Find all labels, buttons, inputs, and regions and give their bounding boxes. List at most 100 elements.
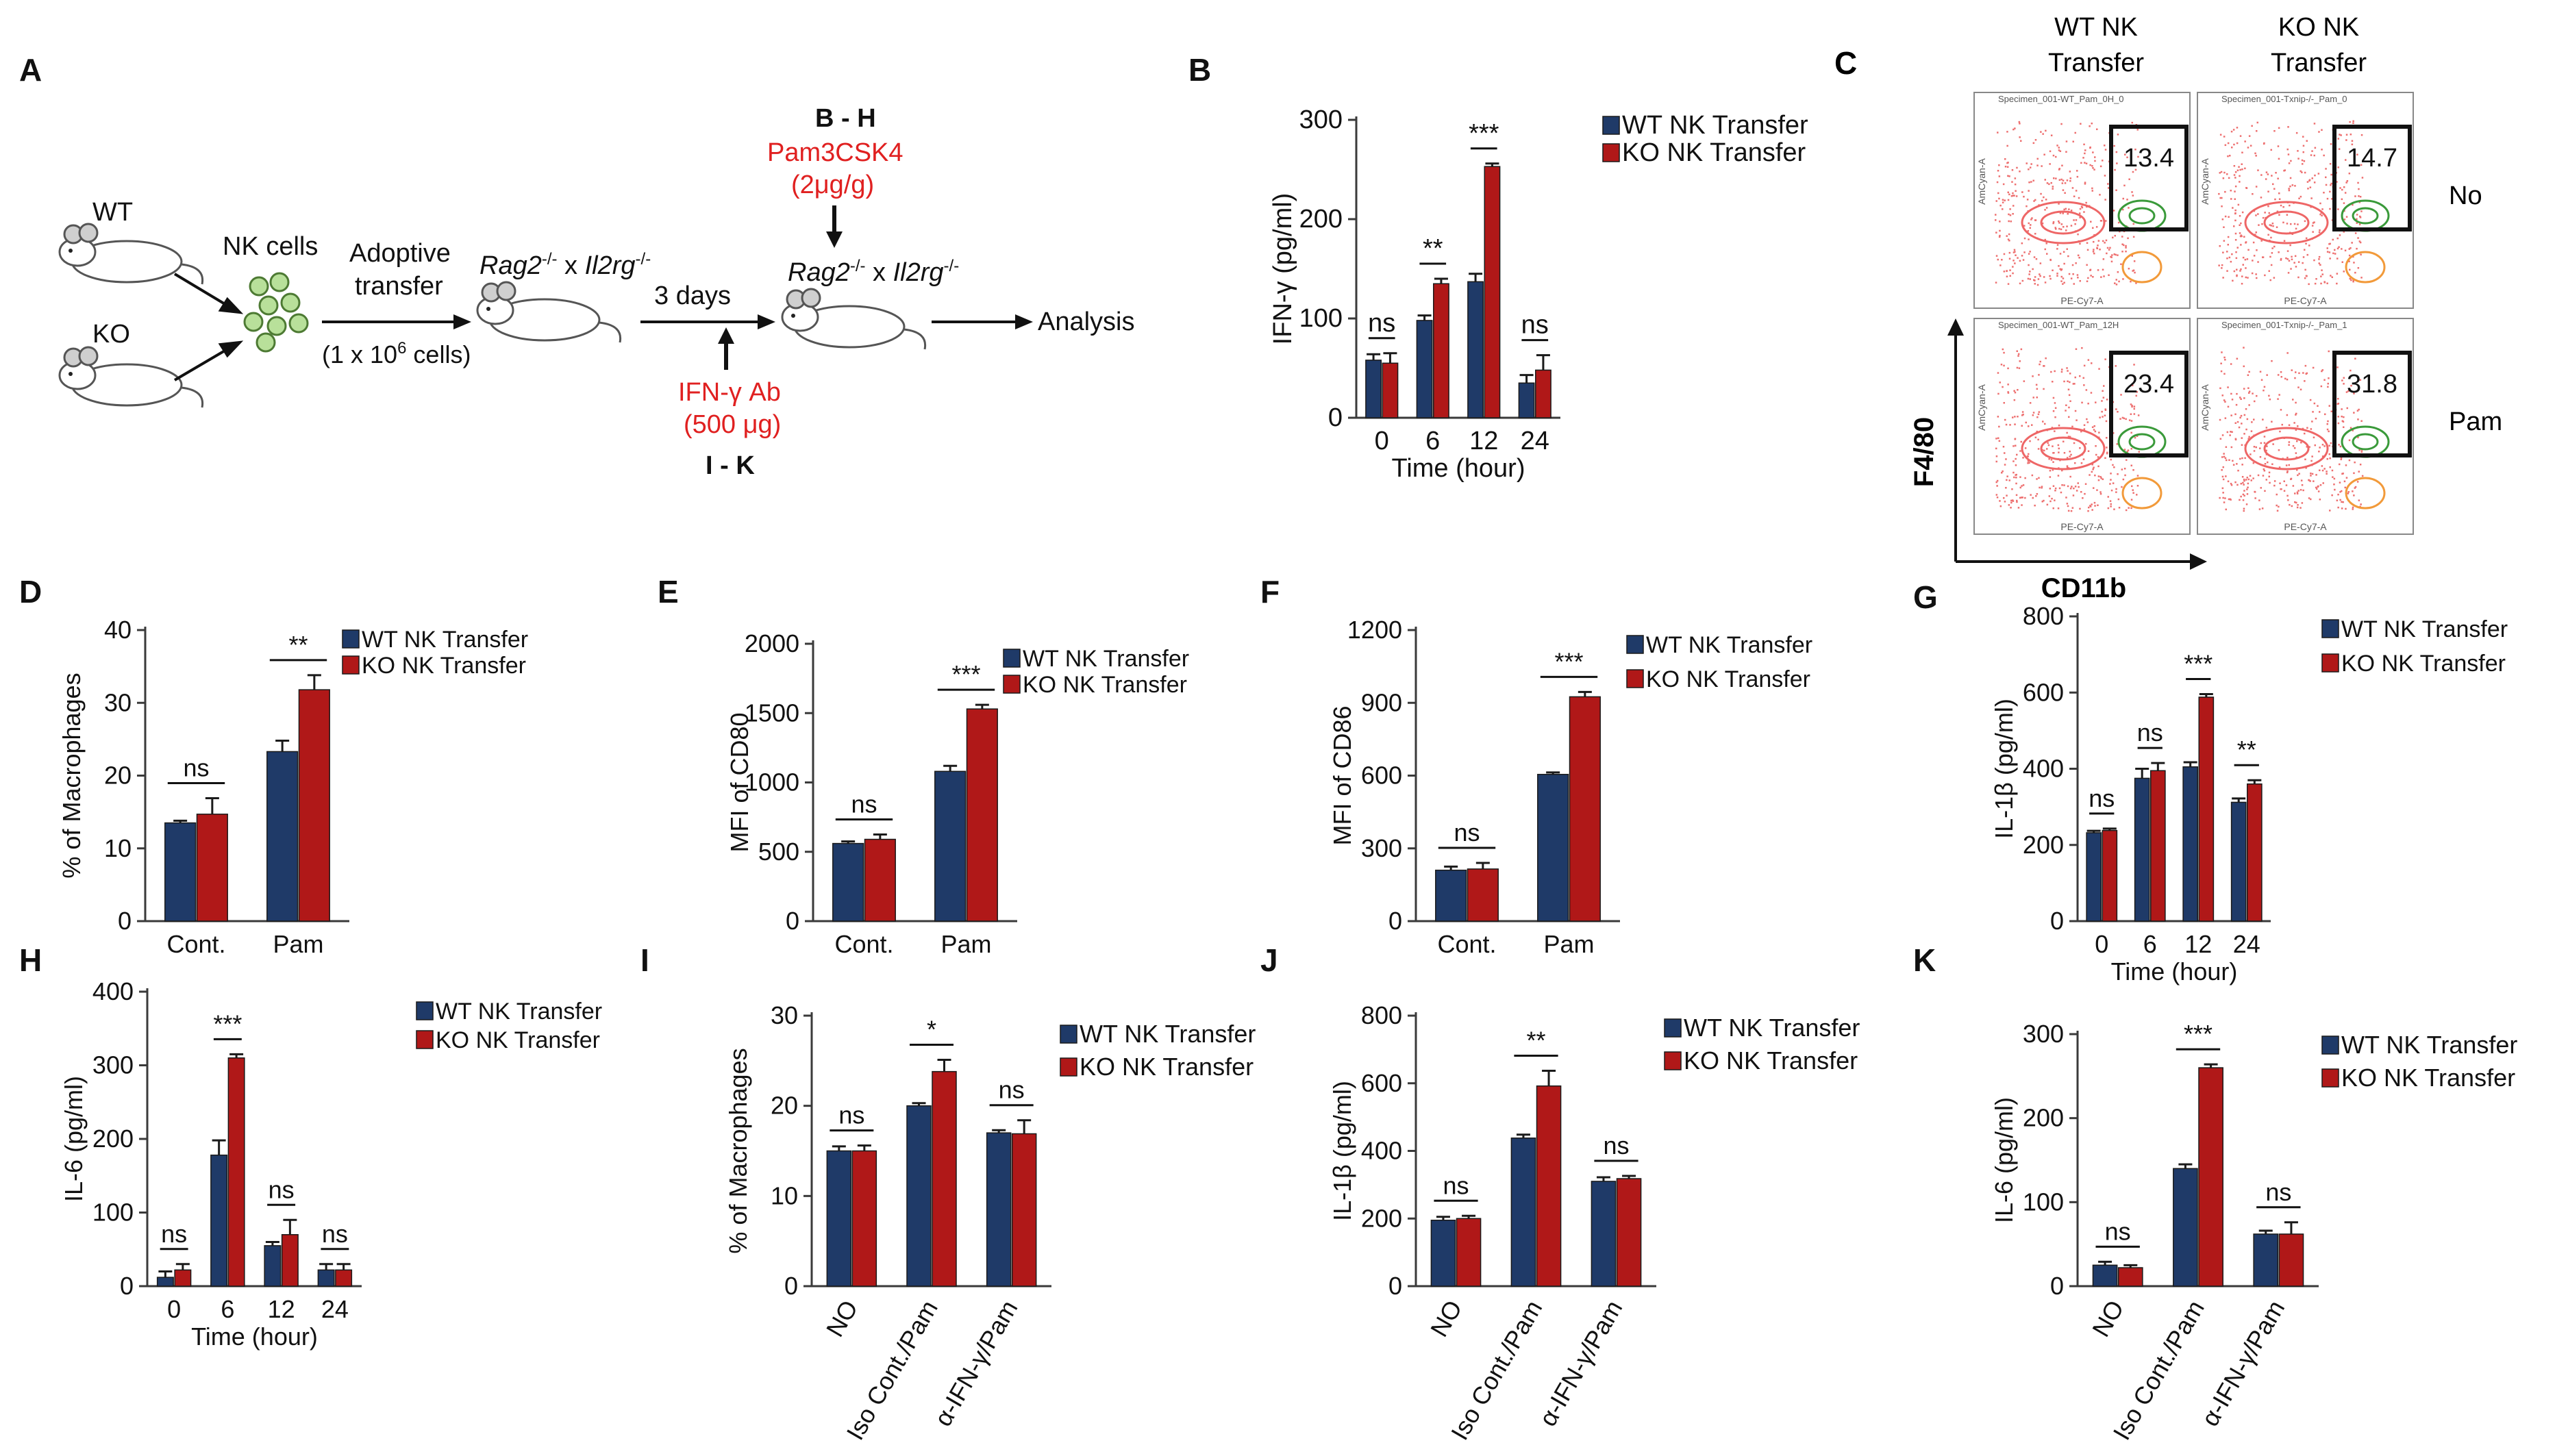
bar-ko-1: [196, 814, 228, 922]
flow-event-dot: [2344, 486, 2346, 489]
flow-event-dot: [2223, 226, 2225, 228]
flow-event-dot: [2034, 199, 2036, 201]
flow-event-dot: [2224, 215, 2227, 218]
flow-event-dot: [2352, 122, 2354, 124]
flow-event-dot: [2278, 505, 2280, 508]
panel-letter-c: C: [1834, 45, 1857, 81]
flow-event-dot: [2086, 421, 2089, 423]
flow-event-dot: [2247, 374, 2249, 376]
flow-event-dot: [2126, 459, 2128, 461]
flow-event-dot: [2319, 484, 2322, 486]
flow-event-dot: [2345, 134, 2348, 136]
flow-event-dot: [2351, 140, 2354, 142]
flow-event-dot: [2252, 392, 2254, 394]
flow-event-dot: [2276, 504, 2278, 507]
flow-event-dot: [2286, 258, 2289, 260]
flow-event-dot: [2239, 168, 2241, 171]
flow-event-dot: [2271, 360, 2273, 362]
flow-event-dot: [2233, 270, 2236, 273]
flow-plot-y-channel: AmCyan-A: [1976, 158, 1987, 204]
y-tick-label: 0: [1388, 907, 1402, 935]
legend-swatch-wt: [1626, 635, 1644, 654]
flow-event-dot: [2248, 390, 2251, 392]
flow-event-dot: [2063, 452, 2066, 454]
flow-event-dot: [2291, 184, 2294, 186]
significance-label: ns: [269, 1175, 295, 1203]
y-tick-label: 0: [118, 907, 132, 935]
flow-event-dot: [2349, 277, 2351, 280]
y-axis-label: % of Macrophages: [58, 673, 86, 878]
flow-event-dot: [2086, 264, 2088, 266]
flow-event-dot: [2104, 175, 2106, 177]
flow-event-dot: [2122, 478, 2125, 481]
flow-event-dot: [2128, 178, 2130, 180]
flow-event-dot: [2065, 410, 2067, 412]
x-tick-label: NO: [821, 1296, 864, 1342]
flow-event-dot: [2127, 449, 2130, 451]
flow-event-dot: [2096, 128, 2098, 130]
flow-event-dot: [2124, 153, 2126, 155]
flow-event-dot: [2269, 255, 2271, 258]
flow-plot-y-channel: AmCyan-A: [1976, 384, 1987, 430]
flow-event-dot: [2346, 180, 2349, 182]
flow-event-dot: [2130, 403, 2132, 405]
flow-event-dot: [2359, 241, 2362, 244]
flow-event-dot: [2304, 277, 2306, 279]
flow-event-dot: [2298, 473, 2300, 475]
flow-event-dot: [2008, 220, 2010, 223]
flow-event-dot: [2359, 196, 2362, 198]
flow-event-dot: [2078, 257, 2080, 259]
flow-event-dot: [2003, 351, 2005, 354]
flow-event-dot: [2295, 371, 2297, 373]
flow-gate: [2109, 351, 2189, 457]
legend-label-wt: WT NK Transfer: [1023, 646, 1189, 672]
flow-event-dot: [2300, 489, 2302, 491]
ko-mouse-icon: [58, 346, 204, 408]
flow-event-dot: [2090, 275, 2092, 277]
flow-event-dot: [2236, 274, 2238, 277]
flow-event-dot: [2280, 488, 2282, 490]
flow-event-dot: [2251, 421, 2253, 423]
flow-event-dot: [2014, 262, 2016, 264]
flow-event-dot: [2015, 477, 2017, 479]
flow-event-dot: [2061, 182, 2064, 184]
flow-event-dot: [2258, 499, 2260, 501]
bar-wt-2: [210, 1154, 228, 1287]
flow-event-dot: [2068, 208, 2070, 210]
flow-event-dot: [2045, 242, 2047, 244]
flow-event-dot: [2099, 416, 2101, 418]
flow-event-dot: [2085, 389, 2088, 391]
bar-ko-1: [1467, 868, 1499, 922]
flow-event-dot: [2285, 464, 2288, 466]
flow-event-dot: [2320, 282, 2322, 285]
flow-event-dot: [2032, 414, 2034, 416]
legend-label-ko: KO NK Transfer: [1080, 1053, 1254, 1081]
flow-contour-red: [2021, 201, 2106, 244]
flow-event-dot: [2241, 423, 2243, 425]
flow-event-dot: [2276, 226, 2278, 228]
flow-event-dot: [2329, 457, 2331, 460]
flow-event-dot: [2007, 238, 2010, 240]
flow-event-dot: [2112, 236, 2114, 239]
flow-event-dot: [2045, 129, 2047, 132]
flow-event-dot: [2001, 259, 2003, 261]
flow-event-dot: [2358, 188, 2360, 190]
flow-event-dot: [2035, 384, 2038, 386]
y-tick-label: 30: [771, 1001, 798, 1029]
recipient-mouse-icon-1: [476, 281, 622, 343]
flow-event-dot: [2302, 262, 2304, 264]
flow-event-dot: [2094, 430, 2097, 433]
flow-event-dot: [2291, 258, 2293, 260]
flow-event-dot: [2337, 398, 2339, 400]
flow-event-dot: [2348, 260, 2350, 262]
flow-event-dot: [2015, 195, 2018, 197]
flow-event-dot: [2295, 401, 2297, 404]
flow-event-dot: [2311, 150, 2313, 152]
flow-event-dot: [2080, 205, 2083, 208]
bar-wt-2: [906, 1105, 932, 1287]
flow-event-dot: [2278, 449, 2280, 451]
flow-event-dot: [2011, 169, 2014, 171]
flow-plot-x-channel: PE-Cy7-A: [2284, 521, 2327, 532]
legend-swatch-wt: [2321, 1035, 2339, 1055]
flow-event-dot: [2014, 438, 2016, 440]
